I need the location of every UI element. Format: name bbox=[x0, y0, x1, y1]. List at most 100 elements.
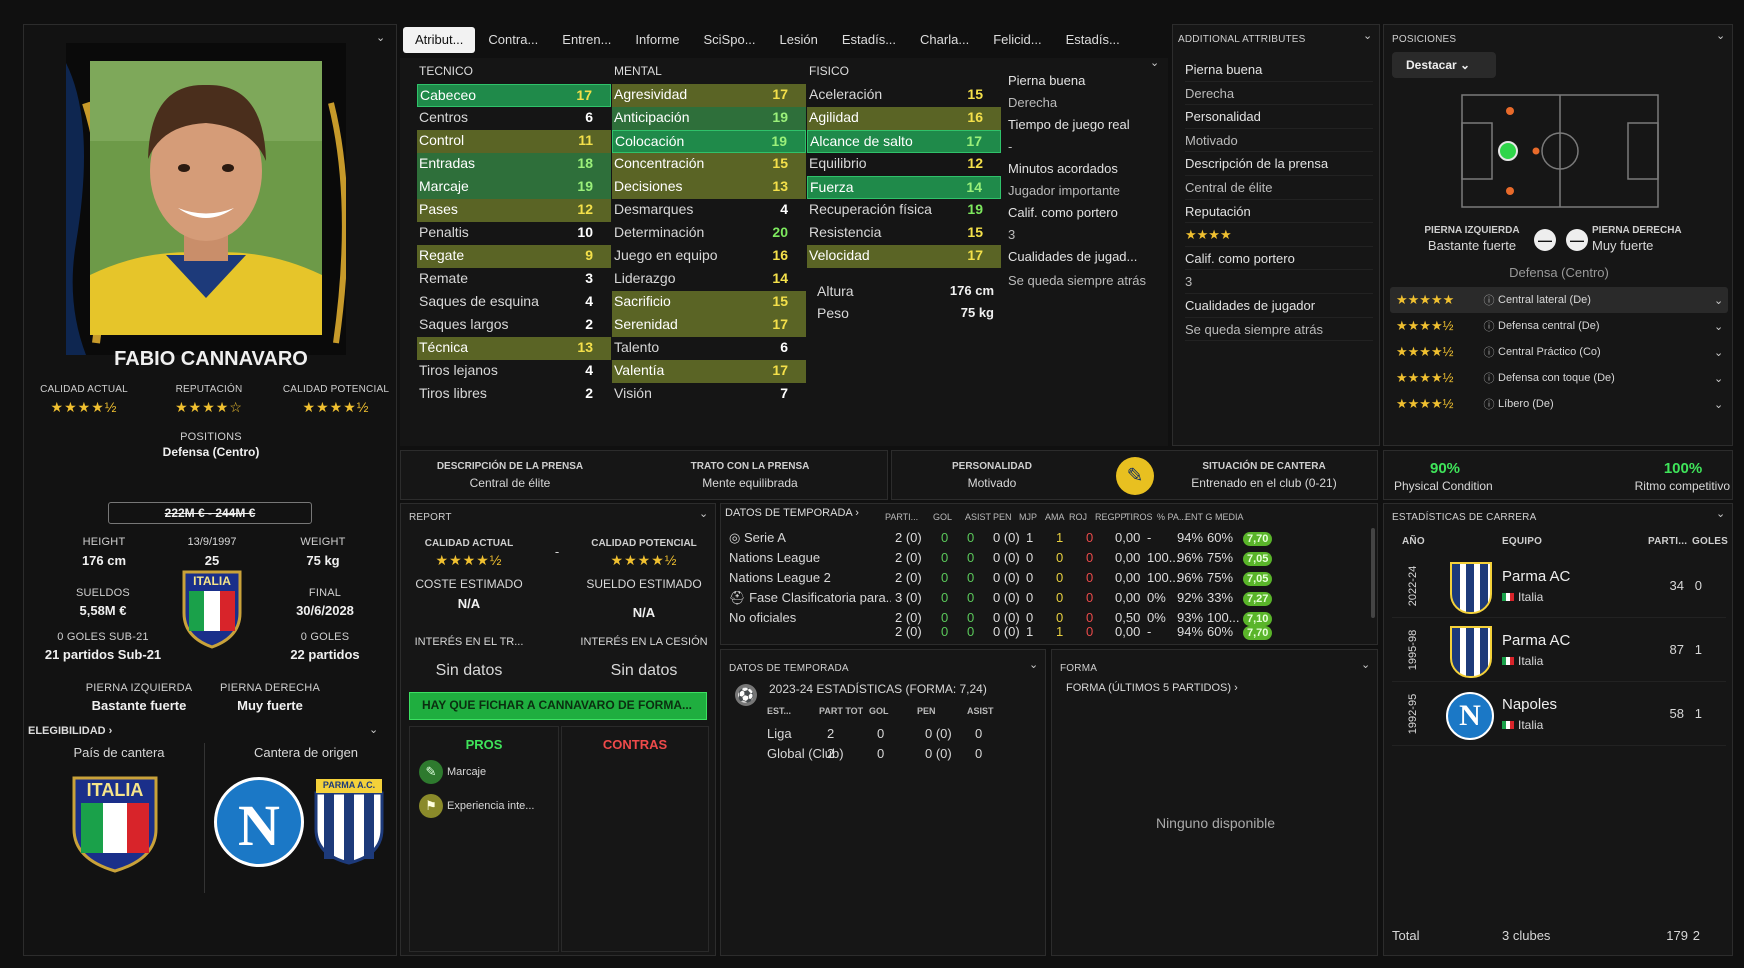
role-row[interactable]: ★★★★½ ⓘ Defensa central (De) ⌄ bbox=[1390, 313, 1728, 339]
season-cell: 0 bbox=[1056, 570, 1064, 585]
info-icon: ⓘ bbox=[1483, 321, 1495, 333]
info-item: Pierna buena bbox=[1008, 73, 1086, 88]
career-team[interactable]: Parma AC bbox=[1502, 568, 1571, 585]
info-item: Derecha bbox=[1008, 95, 1058, 110]
attribute-row: Serenidad 17 bbox=[612, 314, 806, 337]
career-goles: 0 bbox=[1694, 578, 1702, 593]
eligibilidad-link[interactable]: ELEGIBILIDAD › bbox=[28, 725, 113, 737]
role-row[interactable]: ★★★★★ ⓘ Central lateral (De) ⌄ bbox=[1390, 287, 1728, 313]
attribute-value: 4 bbox=[780, 201, 788, 217]
attribute-value: 6 bbox=[780, 339, 788, 355]
profile-menu-chevron-icon[interactable]: ⌄ bbox=[376, 32, 386, 44]
season-cell: 1 bbox=[1056, 530, 1064, 545]
attribute-row: Desmarques 4 bbox=[612, 199, 806, 222]
season-stats-total: 2 (0) 0 0 0 (0) 1 1 0 0,00- 94% 60% 7,70 bbox=[721, 624, 1379, 642]
forma-subtitle-link[interactable]: FORMA (ÚLTIMOS 5 PARTIDOS) › bbox=[1066, 682, 1238, 694]
pd-label: PIERNA DERECHA bbox=[1592, 225, 1682, 236]
eligibilidad-chevron-icon[interactable]: ⌄ bbox=[369, 724, 379, 736]
attribute-row: Juego en equipo 16 bbox=[612, 245, 806, 268]
season-cell: 60% bbox=[1207, 624, 1234, 639]
attribute-name: Recuperación física bbox=[809, 201, 932, 217]
career-parti: 34 bbox=[1669, 578, 1684, 593]
career-nation: Italia bbox=[1502, 654, 1543, 668]
cantera-label: SITUACIÓN DE CANTERA bbox=[1202, 461, 1326, 472]
career-chevron-icon[interactable]: ⌄ bbox=[1716, 508, 1726, 520]
fichar-banner[interactable]: HAY QUE FICHAR A CANNAVARO DE FORMA... bbox=[409, 692, 707, 720]
interes-tr-label: INTERÉS EN EL TR... bbox=[414, 636, 524, 648]
tab-2[interactable]: Entren... bbox=[562, 32, 612, 47]
posiciones-chevron-icon[interactable]: ⌄ bbox=[1716, 30, 1726, 42]
attribute-row: Entradas 18 bbox=[417, 153, 611, 176]
additional-item: Derecha bbox=[1185, 82, 1373, 106]
italy-flag-icon bbox=[1502, 721, 1514, 729]
attribute-row: Regate 9 bbox=[417, 245, 611, 268]
attribute-row: Saques de esquina 4 bbox=[417, 291, 611, 314]
tab-3[interactable]: Informe bbox=[635, 32, 680, 47]
tab-4[interactable]: SciSpo... bbox=[703, 32, 756, 47]
season-cell: 1 bbox=[1026, 530, 1034, 545]
tab-1[interactable]: Contra... bbox=[488, 32, 539, 47]
tab-0[interactable]: Atribut... bbox=[403, 27, 476, 53]
desc-prensa-label: DESCRIPCIÓN DE LA PRENSA bbox=[436, 461, 584, 472]
tab-8[interactable]: Felicid... bbox=[993, 32, 1042, 47]
career-team[interactable]: Napoles bbox=[1502, 696, 1558, 713]
season-cell: 0 (0) bbox=[993, 624, 1020, 639]
tab-5[interactable]: Lesión bbox=[779, 32, 818, 47]
goles-sub21-label: 0 GOLES SUB-21 bbox=[57, 631, 149, 643]
season-cell: 0 bbox=[967, 590, 975, 605]
scrollbar[interactable] bbox=[1371, 528, 1375, 618]
attribute-value: 17 bbox=[772, 86, 788, 102]
season-cell: - bbox=[1147, 530, 1152, 545]
report-title: REPORT bbox=[409, 512, 452, 523]
tab-6[interactable]: Estadís... bbox=[841, 32, 897, 47]
pro-item-marcaje: ✎ Marcaje bbox=[419, 760, 486, 784]
season-cell: - bbox=[1147, 624, 1152, 639]
career-total-goles: 2 bbox=[1692, 928, 1700, 943]
competition-name: No oficiales bbox=[729, 610, 797, 625]
coste-value: N/A bbox=[457, 596, 481, 611]
season-cell: 96% bbox=[1177, 570, 1204, 585]
career-total-label: Total bbox=[1392, 928, 1420, 943]
attribute-row: Recuperación física 19 bbox=[807, 199, 1001, 222]
interes-ces-value: Sin datos bbox=[610, 662, 678, 679]
additional-item: Pierna buena bbox=[1185, 58, 1373, 82]
column-title: MENTAL bbox=[614, 64, 662, 78]
destacar-dropdown[interactable]: Destacar ⌄ bbox=[1392, 52, 1496, 78]
personalidad-strip: PERSONALIDAD Motivado ✎ SITUACIÓN DE CAN… bbox=[891, 450, 1378, 500]
role-row[interactable]: ★★★★½ ⓘ Defensa con toque (De) ⌄ bbox=[1390, 365, 1728, 391]
career-row[interactable]: 1992-95 N Napoles Italia 58 1 bbox=[1392, 686, 1726, 746]
role-row[interactable]: ★★★★½ ⓘ Líbero (De) ⌄ bbox=[1390, 391, 1728, 417]
attribute-value: 11 bbox=[578, 132, 593, 148]
forma-chevron-icon[interactable]: ⌄ bbox=[1361, 659, 1371, 671]
attribute-value: 17 bbox=[772, 362, 788, 378]
report-chevron-icon[interactable]: ⌄ bbox=[699, 508, 709, 520]
attribute-name: Concentración bbox=[614, 155, 705, 171]
role-row[interactable]: ★★★★½ ⓘ Central Práctico (Co) ⌄ bbox=[1390, 339, 1728, 365]
tab-9[interactable]: Estadís... bbox=[1065, 32, 1120, 47]
attribute-name: Equilibrio bbox=[809, 155, 867, 171]
career-goles: 1 bbox=[1694, 706, 1702, 721]
additional-attributes-title: ADDITIONAL ATTRIBUTES bbox=[1178, 34, 1306, 45]
rating-badge: 7,27 bbox=[1243, 592, 1273, 606]
season-summary-chevron-icon[interactable]: ⌄ bbox=[1029, 659, 1039, 671]
season-cell: 0 bbox=[1056, 590, 1064, 605]
season-cell: 100... bbox=[1207, 610, 1240, 625]
attribute-value: 16 bbox=[772, 247, 788, 263]
career-row[interactable]: 1995-98 Parma AC Italia 87 1 bbox=[1392, 622, 1726, 682]
season-stats-title[interactable]: DATOS DE TEMPORADA › bbox=[725, 507, 859, 519]
roles-list: ★★★★★ ⓘ Central lateral (De) ⌄ ★★★★½ ⓘ Defensa… bbox=[1390, 287, 1728, 417]
role-stars: ★★★★★ bbox=[1396, 292, 1455, 307]
interes-ces-label: INTERÉS EN LA CESIÓN bbox=[580, 636, 708, 648]
attribute-value: 14 bbox=[772, 270, 788, 286]
attribute-row: Remate 3 bbox=[417, 268, 611, 291]
career-team[interactable]: Parma AC bbox=[1502, 632, 1571, 649]
career-row[interactable]: 2022-24 Parma AC Italia 34 0 bbox=[1392, 558, 1726, 618]
italia-shield-text: ITALIA bbox=[193, 574, 231, 588]
additional-chevron-icon[interactable]: ⌄ bbox=[1363, 30, 1373, 42]
season-cell: 75% bbox=[1207, 550, 1234, 565]
tab-7[interactable]: Charla... bbox=[920, 32, 970, 47]
attributes-menu-chevron-icon[interactable]: ⌄ bbox=[1150, 57, 1160, 69]
summary-cell: 2 bbox=[827, 746, 835, 761]
attribute-name: Técnica bbox=[419, 339, 469, 355]
season-stats-header: PARTI... GOL ASIST PEN MJP AMA ROJ REGPP TIROS % … bbox=[721, 510, 1379, 524]
